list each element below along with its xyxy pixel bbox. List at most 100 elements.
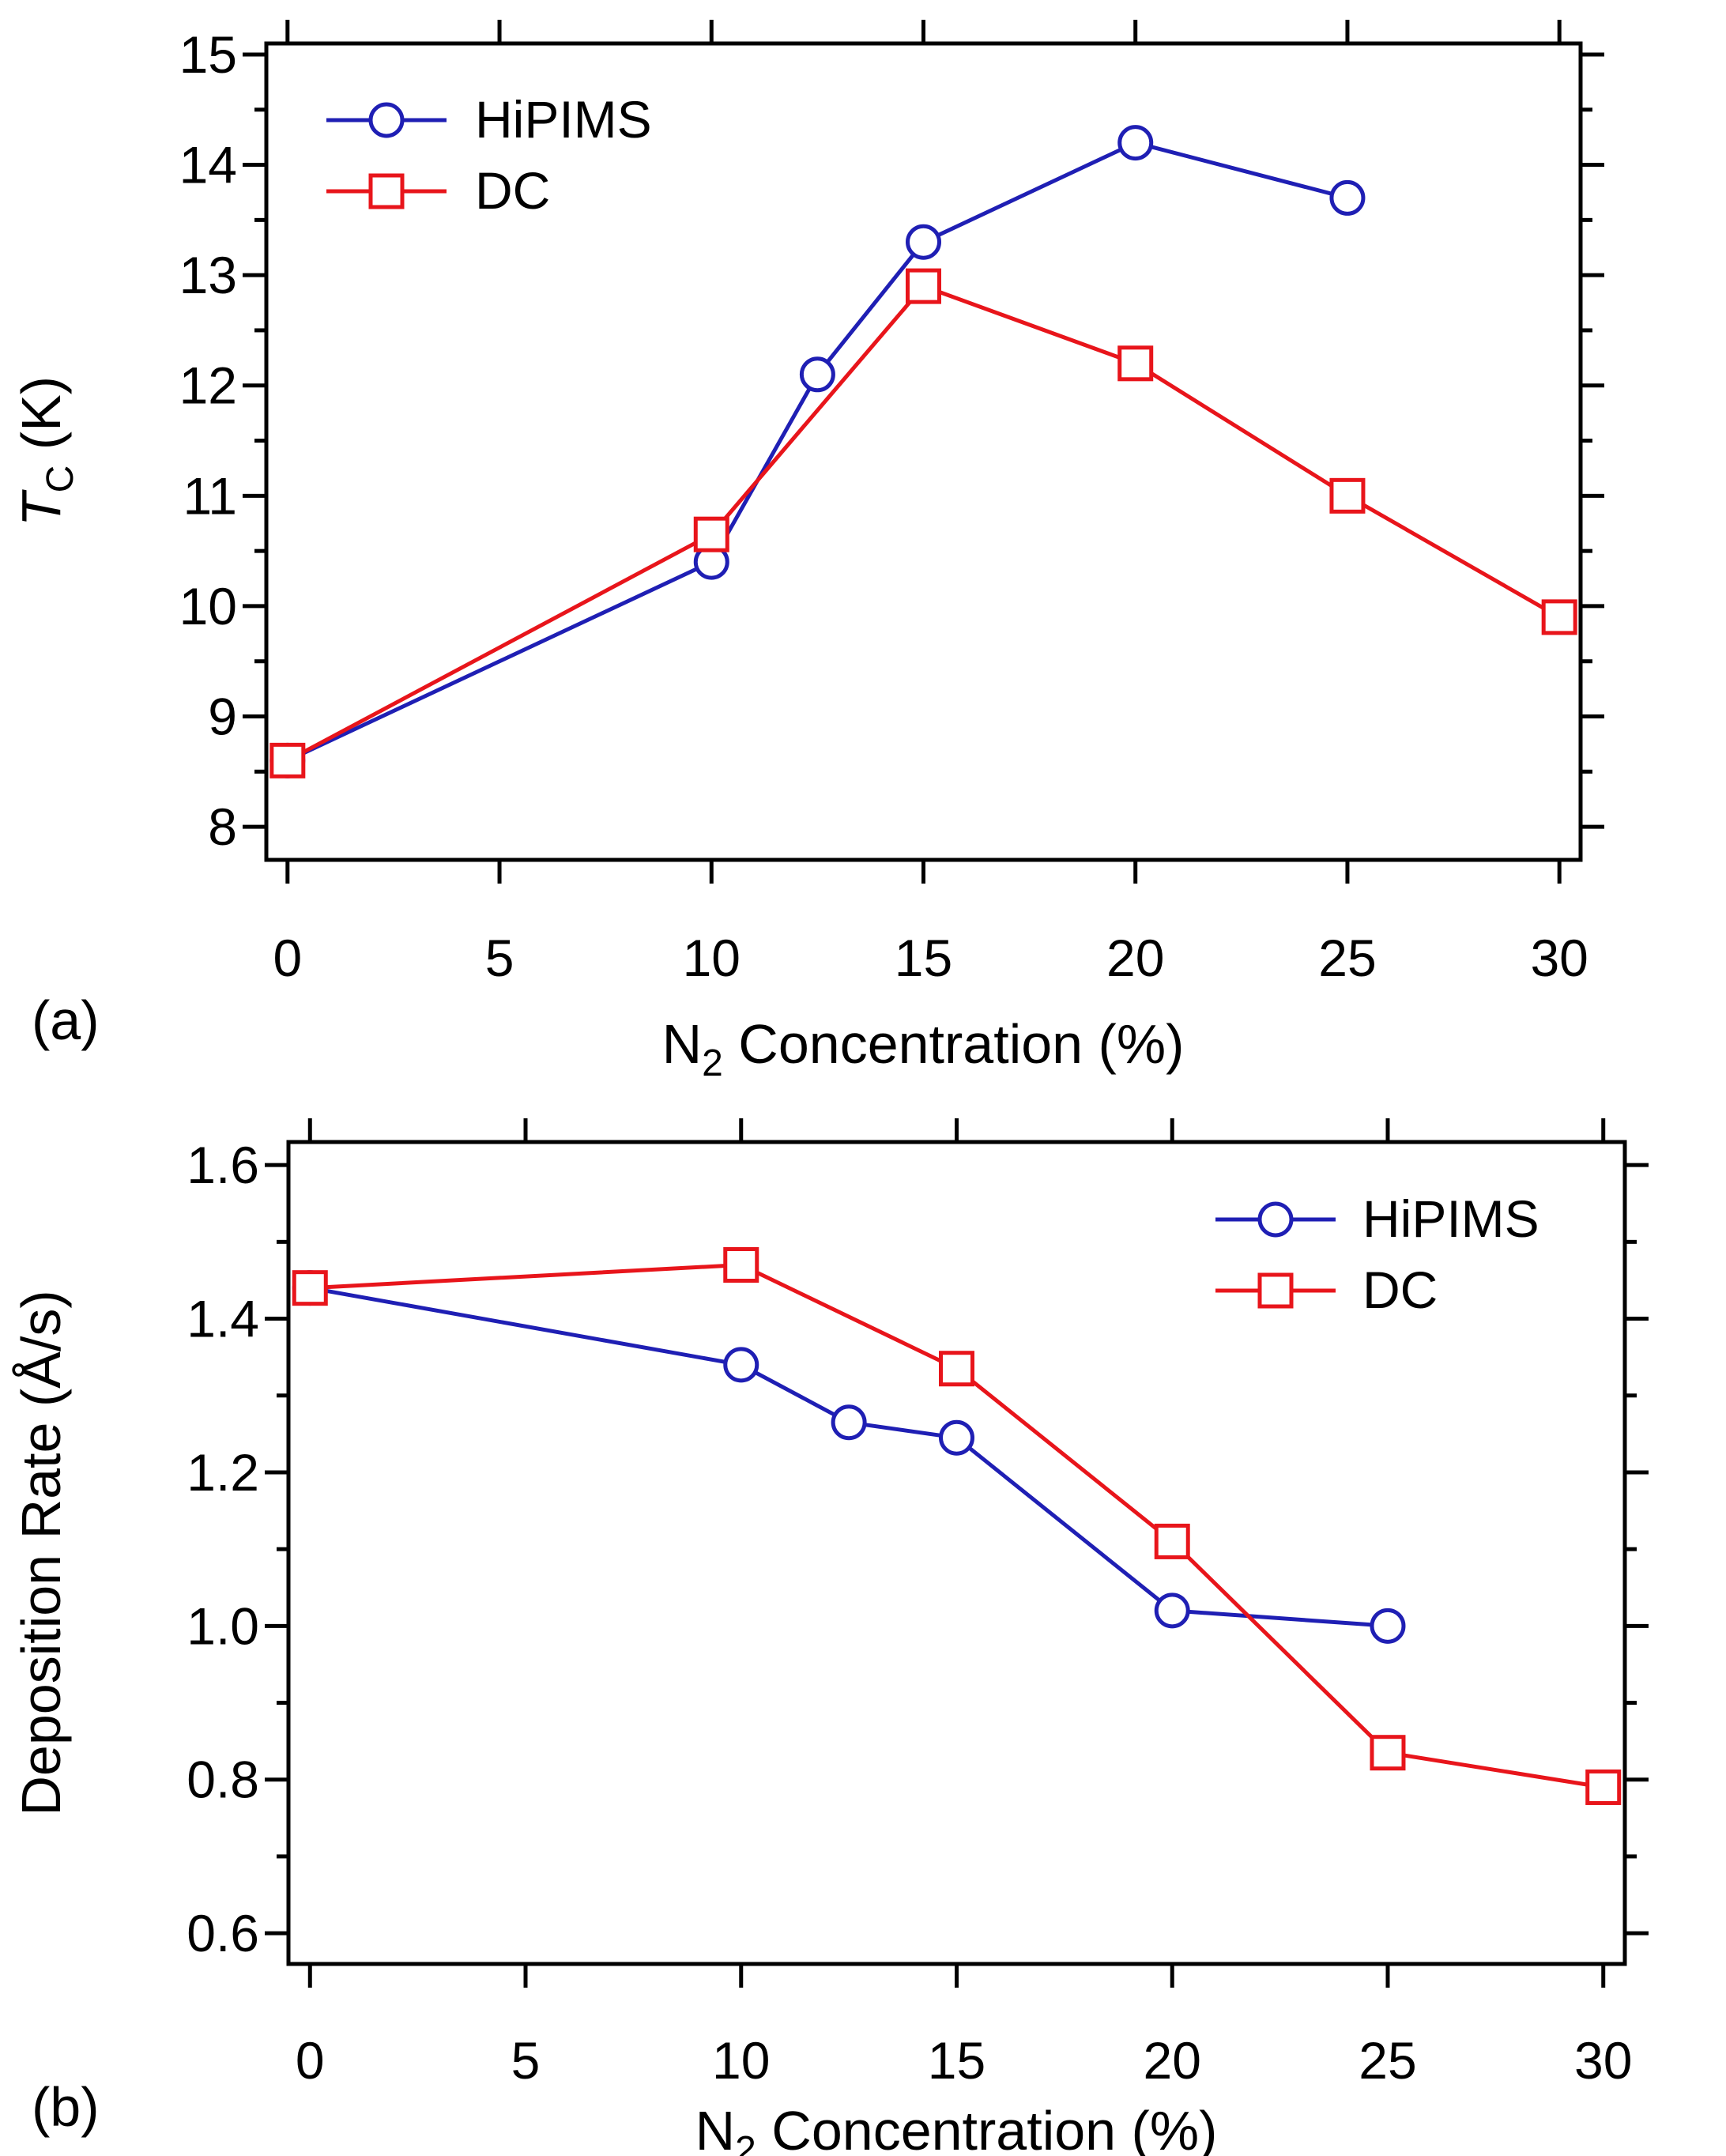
y-tick: 10 bbox=[179, 577, 1604, 635]
point-hipims bbox=[1154, 1592, 1190, 1629]
point-hipims bbox=[1117, 125, 1154, 161]
x-tick-label: 5 bbox=[511, 2031, 541, 2090]
legend-dc-marker bbox=[1257, 1272, 1294, 1309]
x-tick: 0 bbox=[296, 1118, 325, 2090]
series-dc bbox=[292, 1247, 1622, 1805]
series-line-hipims bbox=[286, 141, 1348, 763]
x-tick: 20 bbox=[1144, 1118, 1201, 2090]
x-tick-label: 25 bbox=[1318, 929, 1376, 987]
x-tick: 0 bbox=[273, 20, 302, 987]
y-tick-label: 9 bbox=[208, 688, 237, 746]
y-tick: 1.0 bbox=[187, 1596, 1649, 1655]
series-hipims bbox=[292, 1270, 1406, 1644]
point-hipims bbox=[1329, 179, 1366, 216]
series-line-dc bbox=[286, 284, 1561, 763]
point-hipims bbox=[723, 1347, 759, 1383]
legend-dc-marker bbox=[368, 173, 405, 209]
series-dc bbox=[269, 268, 1577, 778]
y-tick-label: 1.0 bbox=[187, 1596, 259, 1655]
x-tick: 10 bbox=[712, 1118, 770, 2090]
point-hipims bbox=[906, 224, 941, 260]
x-axis-title-a: N2 Concentration (%) bbox=[662, 1013, 1185, 1084]
point-dc bbox=[1370, 1735, 1406, 1771]
point-dc bbox=[292, 1270, 328, 1306]
x-tick: 30 bbox=[1574, 1118, 1632, 2090]
y-tick-label: 12 bbox=[179, 356, 237, 415]
point-dc bbox=[723, 1247, 759, 1283]
point-hipims bbox=[1370, 1608, 1406, 1644]
y-tick-label: 10 bbox=[179, 577, 237, 635]
x-tick-label: 10 bbox=[683, 929, 741, 987]
y-tick-label: 1.4 bbox=[187, 1290, 259, 1348]
y-tick: 13 bbox=[179, 246, 1604, 304]
x-tick-label: 0 bbox=[273, 929, 302, 987]
x-tick: 10 bbox=[683, 20, 741, 987]
point-hipims bbox=[799, 356, 835, 393]
x-tick-label: 25 bbox=[1359, 2031, 1416, 2090]
y-tick: 0.6 bbox=[187, 1904, 1649, 1962]
x-axis-title-b: N2 Concentration (%) bbox=[695, 2100, 1218, 2156]
y-tick: 11 bbox=[183, 466, 1604, 525]
x-tick-label: 30 bbox=[1530, 929, 1588, 987]
point-dc bbox=[939, 1351, 974, 1387]
y-tick: 1.6 bbox=[187, 1136, 1649, 1194]
x-tick: 25 bbox=[1359, 1118, 1417, 2090]
point-dc bbox=[1585, 1769, 1622, 1805]
y-tick: 9 bbox=[208, 688, 1604, 746]
x-tick-label: 0 bbox=[296, 2031, 325, 2090]
x-tick: 5 bbox=[485, 20, 514, 987]
x-tick-label: 30 bbox=[1574, 2031, 1632, 2090]
legend-hipims-label: HiPIMS bbox=[1362, 1189, 1539, 1248]
y-tick-label: 15 bbox=[179, 25, 237, 84]
series-hipims bbox=[269, 125, 1366, 778]
x-tick-label: 10 bbox=[712, 2031, 770, 2090]
y-tick-label: 13 bbox=[179, 246, 237, 304]
point-dc bbox=[1329, 477, 1366, 514]
x-tick: 20 bbox=[1106, 20, 1164, 987]
y-tick-label: 14 bbox=[179, 136, 237, 194]
y-tick: 12 bbox=[179, 356, 1604, 415]
point-dc bbox=[906, 268, 941, 304]
y-axis-title-b: Deposition Rate (Å/s) bbox=[10, 1290, 72, 1815]
point-hipims bbox=[939, 1419, 974, 1456]
point-dc bbox=[1541, 599, 1577, 635]
y-tick: 15 bbox=[179, 25, 1604, 84]
y-tick-label: 11 bbox=[183, 466, 237, 525]
x-tick-label: 15 bbox=[928, 2031, 985, 2090]
plot-frame-a bbox=[264, 41, 1583, 862]
y-tick: 14 bbox=[179, 136, 1604, 194]
panel-b: 0 5 10 15 20 25 30 0.6 0.8 1.0 1.2 1.4 1.6 HiPIMS DC… bbox=[10, 1118, 1649, 2156]
x-tick-label: 20 bbox=[1106, 929, 1164, 987]
y-tick: 1.4 bbox=[187, 1290, 1649, 1348]
point-dc bbox=[269, 742, 306, 778]
legend-hipims-label: HiPIMS bbox=[475, 90, 652, 149]
x-tick: 15 bbox=[895, 20, 952, 987]
x-tick: 5 bbox=[511, 1118, 541, 2090]
x-tick: 15 bbox=[928, 1118, 985, 2090]
legend-dc-label: DC bbox=[475, 161, 550, 220]
series-line-hipims bbox=[309, 1286, 1389, 1628]
y-tick-label: 1.6 bbox=[187, 1136, 259, 1194]
panel-label-a: (a) bbox=[32, 989, 100, 1051]
y-tick: 8 bbox=[208, 797, 1604, 856]
panel-a: 0 5 10 15 20 25 30 8 9 10 11 12 13 14 15 HiPIMS DC (a)… bbox=[10, 20, 1604, 1084]
y-tick-label: 0.6 bbox=[187, 1904, 259, 1962]
y-tick-label: 8 bbox=[208, 797, 237, 856]
x-tick: 25 bbox=[1318, 20, 1377, 987]
panel-label-b: (b) bbox=[32, 2076, 100, 2138]
x-tick: 30 bbox=[1530, 20, 1588, 987]
x-tick-label: 20 bbox=[1144, 2031, 1201, 2090]
legend-a: HiPIMS DC bbox=[326, 90, 652, 220]
x-tick-label: 5 bbox=[485, 929, 514, 987]
point-dc bbox=[1154, 1523, 1190, 1559]
point-dc bbox=[693, 516, 729, 552]
y-tick: 0.8 bbox=[187, 1751, 1649, 1809]
legend-b: HiPIMS DC bbox=[1215, 1189, 1539, 1319]
y-tick-label: 1.2 bbox=[187, 1443, 259, 1502]
y-tick-label: 0.8 bbox=[187, 1751, 259, 1809]
point-dc bbox=[1117, 345, 1154, 382]
x-tick-label: 15 bbox=[895, 929, 952, 987]
legend-dc-label: DC bbox=[1362, 1261, 1438, 1319]
y-axis-title-a: TC (K) bbox=[10, 376, 81, 526]
